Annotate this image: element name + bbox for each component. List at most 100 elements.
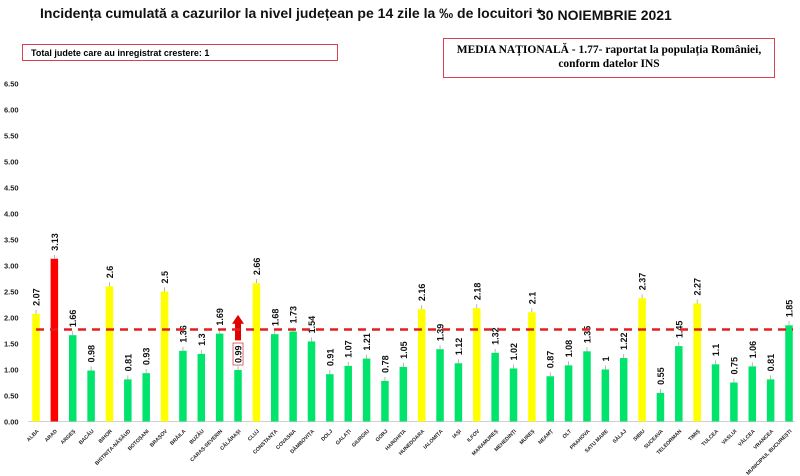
data-label: 2.18 [472,283,482,301]
y-tick-label: 2.50 [4,288,19,297]
bar-alba [32,313,40,422]
y-tick-label: 5.50 [4,132,19,141]
national-average-line2: conform datelor INS [558,58,660,70]
data-label: 2.37 [638,273,648,291]
x-tick-label: SĂLAJ [611,428,628,445]
bar-hunedoara [417,309,426,422]
bar-mehedinți [509,368,518,422]
x-tick-label: ARAD [44,429,59,444]
bar-buzău [197,353,206,422]
bar-tulcea [711,364,720,422]
data-label: 1.36 [178,325,188,343]
bar-argeș [68,335,77,422]
data-label: 1.12 [454,338,464,356]
data-label: 1.85 [785,300,795,318]
data-label: 1.21 [362,333,372,351]
arrow-up-icon [232,314,245,341]
data-label: 1.1 [711,344,721,357]
data-label: 1 [601,356,611,361]
x-tick-label: GORJ [375,429,390,444]
data-label: 2.1 [527,292,537,305]
data-label: 2.5 [160,271,170,284]
bar-olt [564,365,573,422]
x-tick-label: BACĂU [77,428,95,446]
data-label: 1.39 [436,324,446,342]
bar-prahova [583,351,591,422]
increase-count-box: Total judete care au inregistrat crester… [22,44,338,61]
x-tick-label: IALOMIȚA [422,428,444,450]
bar-gorj [381,380,389,422]
data-label: 0.91 [325,349,335,367]
data-label: 0.75 [729,357,739,375]
x-tick-label: DOLJ [320,429,334,443]
data-label: 2.6 [105,266,115,279]
data-label: 2.16 [417,284,427,302]
chart-title: Incidența cumulată a cazurilor la nivel … [40,5,542,21]
data-label: 1.02 [509,343,519,361]
data-label: 0.81 [123,354,133,372]
x-tick-label: BUZĂU [188,428,206,446]
x-tick-label: ILFOV [466,428,481,443]
bar-cluj [252,283,261,422]
bar-vrancea [766,379,775,422]
x-tick-label: CARAȘ-SEVERIN [189,428,224,463]
bar-dâmbovița [307,341,316,422]
bar-bacău [87,370,95,422]
y-tick-label: 3.00 [4,262,19,271]
x-tick-label: ALBA [26,429,41,444]
bar-giurgiu [362,358,371,422]
bar-bihor [105,286,114,422]
y-tick-label: 1.00 [4,366,19,375]
y-tick-label: 4.50 [4,184,19,193]
data-label: 1.66 [68,310,78,328]
bar-galați [344,365,352,422]
bar-harghita [399,366,408,422]
bar-brăila [179,350,187,422]
y-tick-label: 3.50 [4,236,19,245]
data-label: 1.35 [582,326,592,344]
x-tick-label: GIURGIU [351,429,371,449]
x-tick-label: CLUJ [247,429,261,443]
y-tick-label: 2.00 [4,314,19,323]
bar-iași [454,363,463,422]
bar-sălaj [619,358,628,422]
x-tick-label: NEAMȚ [537,428,555,446]
x-tick-label: IAȘI [451,428,463,440]
data-label: 0.98 [87,345,97,363]
data-label: 1.54 [307,316,317,334]
bar-ialomița [436,349,444,422]
x-tick-label: BRĂILA [169,428,188,447]
national-average-box: MEDIA NAȚIONALĂ - 1.77- raportat la popu… [443,38,775,78]
data-label: 1.22 [619,333,629,351]
bar-bistrița-năsăud [124,379,132,422]
bar-suceava [656,392,665,422]
data-label: 1.73 [289,306,299,324]
bar-ilfov [473,308,481,422]
national-average-line1: MEDIA NAȚIONALĂ - 1.77- raportat la popu… [456,44,762,56]
x-tick-label: VASLUI [721,428,739,446]
x-tick-label: BIHOR [98,428,114,444]
bar-arad [50,258,59,422]
bar-călărași [234,370,242,422]
bar-constanța [271,334,279,422]
y-tick-label: 4.00 [4,210,19,219]
data-label: 0.99 [234,345,244,363]
data-label: 1.68 [270,309,280,327]
bar-vâlcea [748,366,757,422]
data-label: 1.08 [564,340,574,358]
bar-vaslui [730,382,738,422]
data-label: 1.07 [344,340,354,358]
data-label: 0.81 [766,354,776,372]
y-tick-label: 6.00 [4,106,19,115]
y-tick-label: 5.00 [4,158,19,167]
increase-label-box [232,342,244,366]
data-label: 1.69 [215,308,225,326]
x-tick-label: MUREȘ [519,428,537,446]
data-label: 1.06 [748,341,758,359]
bar-caraș-severin [215,333,224,422]
bar-botoșani [142,373,150,422]
data-label: 2.66 [252,258,262,276]
bar-maramureș [491,352,499,422]
data-label: 2.07 [32,288,42,306]
